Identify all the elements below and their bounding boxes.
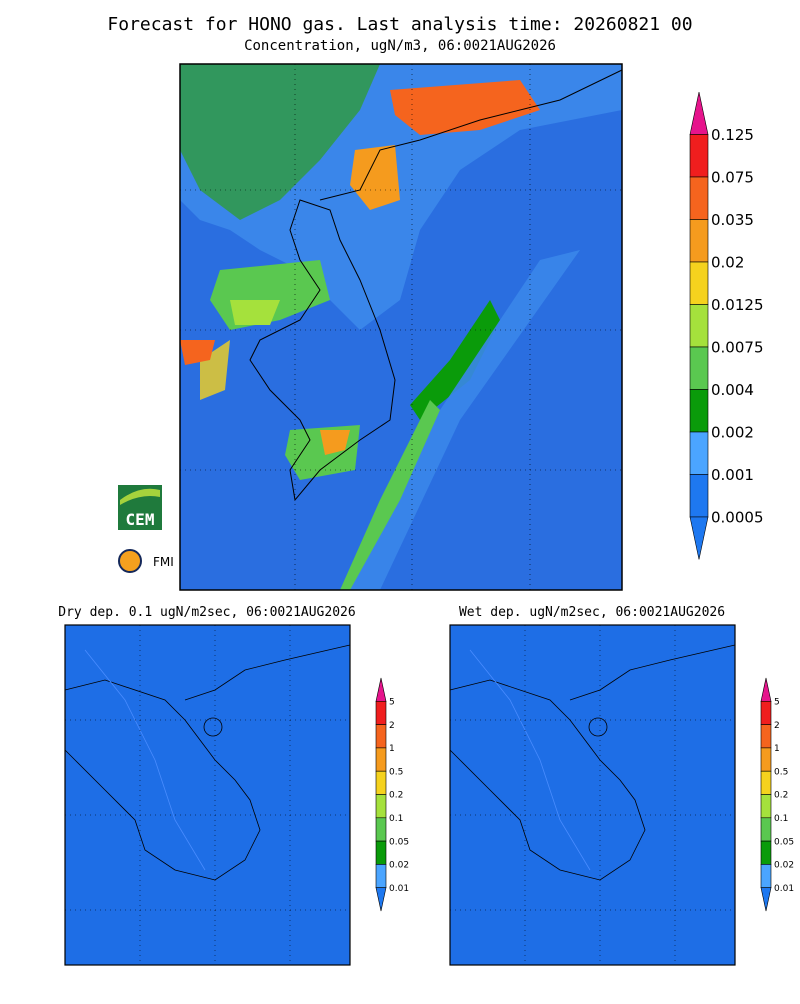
colorbar-box: [760, 724, 772, 749]
colorbar-box: [375, 840, 387, 865]
colorbar-box: [760, 817, 772, 842]
colorbar-label: 0.1: [389, 814, 403, 824]
colorbar-label: 0.0125: [711, 296, 764, 314]
coastline: [64, 679, 261, 881]
colorbar-label: 0.2: [774, 791, 788, 801]
colorbar-label: 2: [389, 721, 395, 731]
panel-map: [64, 624, 351, 966]
fmi-logo: FMI: [118, 549, 174, 573]
colorbar-box: [689, 474, 709, 518]
colorbar-box: [689, 431, 709, 475]
colorbar-label: 0.02: [774, 861, 794, 871]
colorbar-box: [760, 770, 772, 795]
colorbar-label: 0.01: [774, 884, 794, 894]
colorbar-triangle: [375, 887, 387, 912]
map-background: [64, 624, 351, 966]
colorbar-box: [689, 261, 709, 305]
colorbar-box: [375, 770, 387, 795]
colorbar-label: 0.035: [711, 211, 754, 229]
map-background: [449, 624, 736, 966]
colorbar-label: 0.02: [711, 253, 744, 271]
colorbar-triangle: [375, 677, 387, 702]
coastline: [449, 679, 646, 881]
colorbar-triangle: [689, 516, 709, 560]
colorbar-label: 0.125: [711, 126, 754, 144]
colorbar-label: 1: [389, 744, 395, 754]
colorbar-box: [375, 700, 387, 725]
colorbar-label: 0.0005: [711, 508, 764, 526]
logo-text: FMI: [153, 555, 174, 569]
colorbar-box: [760, 864, 772, 889]
cem-logo: CEM: [118, 485, 162, 530]
colorbar-box: [375, 724, 387, 749]
colorbar-label: 1: [774, 744, 780, 754]
main-map: [179, 63, 623, 591]
colorbar-label: 0.5: [389, 767, 403, 777]
colorbar-box: [760, 840, 772, 865]
colorbar-label: 0.05: [389, 837, 409, 847]
colorbar-box: [689, 346, 709, 390]
subtitle: Concentration, ugN/m3, 06:0021AUG2026: [244, 38, 556, 54]
colorbar-triangle: [760, 887, 772, 912]
colorbar-triangle: [760, 677, 772, 702]
colorbar-box: [689, 134, 709, 178]
colorbar-label: 0.004: [711, 381, 754, 399]
logo-text: CEM: [126, 510, 155, 529]
colorbar-label: 0.075: [711, 168, 754, 186]
colorbar-label: 5: [774, 697, 780, 707]
island: [588, 717, 608, 737]
colorbar-label: 0.001: [711, 466, 754, 484]
colorbar: 0.125 0.075 0.035 0.02 0.0125 0.0075 0.004 0.00…: [689, 91, 764, 560]
colorbar-triangle: [689, 91, 709, 135]
coastline: [569, 644, 736, 701]
colorbar-label: 0.0075: [711, 338, 764, 356]
panel-title: Wet dep. ugN/m2sec, 06:0021AUG2026: [459, 605, 725, 620]
colorbar-box: [375, 794, 387, 819]
colorbar-box: [689, 304, 709, 348]
river: [84, 649, 206, 871]
colorbar-label: 0.1: [774, 814, 788, 824]
small-colorbar: 5 2 1 0.5 0.2 0.1 0.05 0.02 0.01: [375, 677, 409, 912]
colorbar-box: [760, 794, 772, 819]
island: [203, 717, 223, 737]
small-colorbar: 5 2 1 0.5 0.2 0.1 0.05 0.02 0.01: [760, 677, 794, 912]
colorbar-label: 0.05: [774, 837, 794, 847]
panel-map: [449, 624, 736, 966]
colorbar-box: [760, 747, 772, 772]
colorbar-box: [375, 817, 387, 842]
colorbar-box: [375, 747, 387, 772]
coastline: [184, 644, 351, 701]
colorbar-label: 2: [774, 721, 780, 731]
panel-title: Dry dep. 0.1 ugN/m2sec, 06:0021AUG2026: [58, 605, 355, 620]
colorbar-label: 0.002: [711, 423, 754, 441]
river: [469, 649, 591, 871]
colorbar-box: [375, 864, 387, 889]
colorbar-box: [689, 389, 709, 433]
colorbar-label: 0.02: [389, 861, 409, 871]
colorbar-box: [689, 176, 709, 220]
colorbar-box: [689, 219, 709, 263]
colorbar-box: [760, 700, 772, 725]
colorbar-label: 5: [389, 697, 395, 707]
colorbar-label: 0.5: [774, 767, 788, 777]
colorbar-label: 0.01: [389, 884, 409, 894]
colorbar-label: 0.2: [389, 791, 403, 801]
main-title: Forecast for HONO gas. Last analysis tim…: [107, 14, 692, 35]
